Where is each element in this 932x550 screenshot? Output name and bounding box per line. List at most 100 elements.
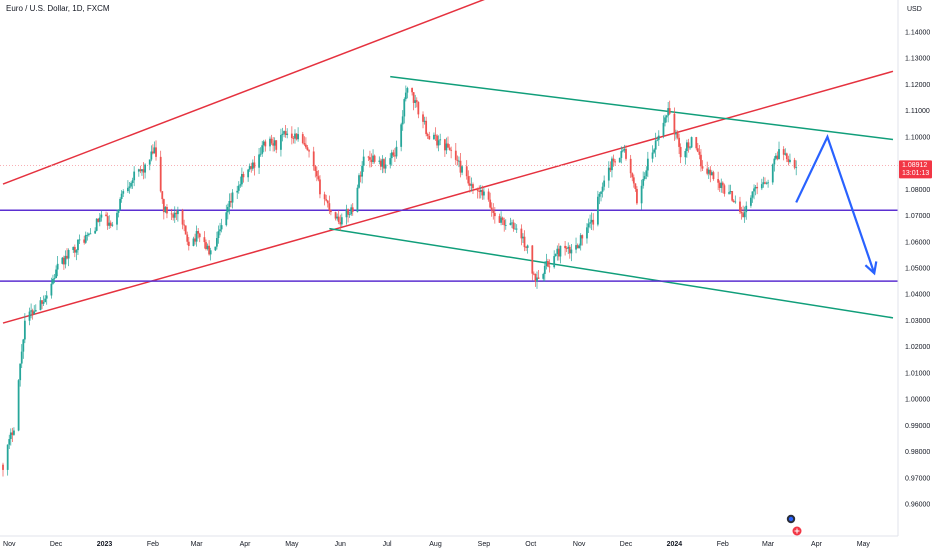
- candle: [19, 363, 22, 387]
- x-tick-label: Jun: [335, 541, 346, 548]
- candle-body: [706, 168, 709, 174]
- candle: [511, 219, 513, 229]
- candle: [284, 125, 287, 138]
- candle-body: [251, 162, 254, 169]
- economic-events-icon[interactable]: [786, 514, 802, 536]
- candle-body: [426, 134, 429, 136]
- candle-body: [84, 234, 87, 243]
- candle-body: [283, 131, 285, 134]
- candle: [461, 165, 463, 176]
- candle: [23, 313, 26, 344]
- candle: [164, 206, 167, 214]
- candle: [422, 111, 424, 129]
- candle: [383, 158, 385, 173]
- last-price-tag: 1.08912 13:01:13: [899, 160, 932, 179]
- candle-body: [631, 173, 634, 178]
- candle: [785, 152, 788, 163]
- candle-body: [148, 159, 151, 165]
- candle-body: [742, 213, 745, 218]
- candle-body: [361, 165, 364, 177]
- candle-body: [434, 134, 437, 136]
- candle: [795, 160, 798, 176]
- candle-body: [483, 191, 485, 196]
- drawings-layer: [0, 0, 898, 324]
- candle: [294, 129, 296, 144]
- candles-layer: [2, 85, 798, 477]
- candle: [348, 211, 351, 218]
- candle: [176, 206, 179, 222]
- candle: [729, 184, 732, 195]
- candle-body: [476, 188, 479, 191]
- price-scale[interactable]: [898, 0, 932, 536]
- candle: [684, 148, 687, 165]
- candle: [547, 258, 549, 268]
- candle: [417, 101, 420, 119]
- candle: [667, 101, 670, 123]
- candle: [67, 248, 70, 267]
- candle: [564, 240, 567, 256]
- candle: [579, 233, 582, 251]
- candle: [656, 136, 659, 142]
- candle: [581, 234, 584, 246]
- candle-body: [587, 223, 590, 228]
- candle-body: [336, 216, 339, 219]
- candle-body: [404, 92, 407, 100]
- x-tick-label: 2024: [667, 541, 683, 548]
- candle: [531, 245, 534, 281]
- y-tick-label: 1.00000: [905, 397, 930, 404]
- candle: [350, 204, 353, 216]
- candle-body: [740, 211, 743, 214]
- candle: [77, 239, 79, 255]
- candle: [30, 303, 33, 319]
- candle: [673, 107, 676, 141]
- candle-body: [536, 277, 538, 282]
- candle: [329, 209, 332, 216]
- candle: [137, 168, 140, 177]
- candle-body: [732, 200, 735, 203]
- candle-body: [31, 310, 34, 315]
- candle-body: [600, 191, 602, 194]
- candle-body: [400, 124, 403, 147]
- candle: [620, 146, 623, 164]
- candle-body: [760, 184, 763, 189]
- candle: [710, 170, 713, 176]
- candle: [119, 197, 122, 211]
- candle: [596, 190, 599, 227]
- candle-body: [133, 171, 136, 181]
- candle-body: [522, 236, 524, 239]
- candle-body: [303, 143, 306, 145]
- candle-body: [618, 157, 621, 163]
- candle: [105, 211, 107, 217]
- candle-body: [762, 182, 765, 185]
- candle: [56, 256, 59, 277]
- candle: [439, 133, 442, 146]
- candle-body: [678, 137, 680, 147]
- x-tick-label: May: [857, 541, 871, 548]
- candle-body: [39, 300, 42, 311]
- candle: [11, 427, 14, 443]
- candle-body: [707, 169, 710, 174]
- candle: [62, 255, 65, 270]
- candle: [390, 149, 393, 166]
- candle: [454, 142, 457, 165]
- y-tick-label: 0.99000: [905, 423, 930, 430]
- candle-body: [280, 134, 282, 150]
- time-axis[interactable]: Nov Dec 2023 Feb Mar Apr May Jun Jul Aug Sep Oct Nov…: [3, 541, 870, 548]
- candle: [450, 146, 453, 159]
- candle-body: [793, 159, 796, 168]
- candle: [789, 153, 791, 164]
- candle-body: [568, 246, 571, 254]
- candle: [404, 85, 407, 102]
- candle-body: [515, 228, 518, 230]
- candle-body: [359, 175, 362, 177]
- candle-body: [194, 238, 196, 242]
- candle: [345, 204, 348, 225]
- candle-body: [764, 182, 766, 184]
- candle: [122, 189, 125, 197]
- candle: [66, 248, 68, 260]
- candle-body: [50, 283, 53, 296]
- candle-body: [771, 164, 774, 183]
- candle: [700, 149, 702, 172]
- candle: [458, 156, 460, 168]
